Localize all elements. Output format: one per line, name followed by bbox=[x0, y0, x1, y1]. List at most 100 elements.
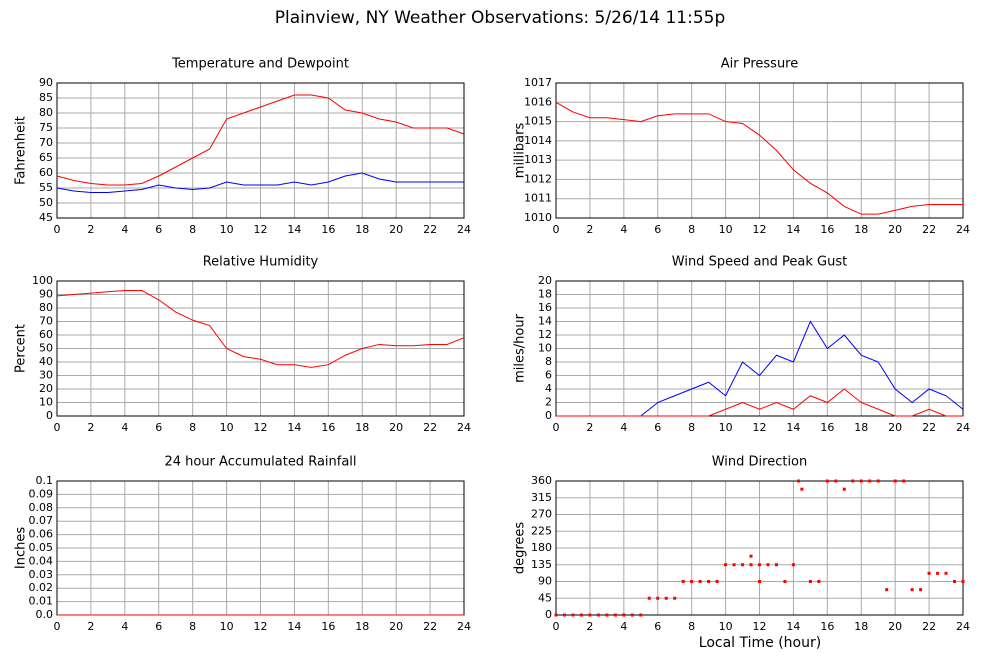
x-tick-label: 14 bbox=[287, 620, 301, 633]
y-tick-label: 360 bbox=[531, 474, 552, 487]
y-tick-label: 0.1 bbox=[36, 474, 54, 487]
plot-frame bbox=[56, 82, 465, 219]
point bbox=[749, 563, 753, 567]
x-tick-label: 8 bbox=[189, 620, 196, 633]
x-tick-label: 8 bbox=[688, 620, 695, 633]
x-tick-label: 12 bbox=[753, 421, 767, 434]
y-tick-label: 16 bbox=[538, 301, 552, 314]
chart-title: Temperature and Dewpoint bbox=[171, 57, 349, 72]
x-tick-label: 22 bbox=[423, 223, 437, 236]
point bbox=[707, 580, 711, 583]
x-tick-label: 2 bbox=[586, 620, 593, 633]
x-tick-label: 20 bbox=[888, 620, 902, 633]
point bbox=[774, 563, 778, 567]
point bbox=[851, 479, 855, 483]
x-tick-label: 10 bbox=[220, 620, 234, 633]
x-tick-label: 2 bbox=[586, 223, 593, 236]
point bbox=[834, 479, 838, 483]
y-tick-label: 0.02 bbox=[29, 581, 54, 594]
y-tick-label: 60 bbox=[39, 328, 53, 341]
y-tick-label: 1017 bbox=[524, 76, 552, 89]
x-tick-label: 24 bbox=[956, 223, 970, 236]
point bbox=[741, 563, 745, 567]
y-tick-label: 0.03 bbox=[29, 568, 54, 581]
point bbox=[902, 479, 906, 483]
y-tick-label: 4 bbox=[545, 382, 552, 395]
point bbox=[766, 563, 770, 567]
x-tick-label: 20 bbox=[888, 223, 902, 236]
x-tick-label: 18 bbox=[355, 421, 369, 434]
y-tick-label: 70 bbox=[39, 315, 53, 328]
plot-frame bbox=[555, 480, 964, 616]
x-tick-label: 16 bbox=[820, 421, 834, 434]
x-tick-label: 6 bbox=[654, 223, 661, 236]
x-tick-label: 20 bbox=[389, 223, 403, 236]
point bbox=[656, 596, 660, 600]
x-tick-label: 18 bbox=[854, 223, 868, 236]
x-tick-label: 4 bbox=[121, 421, 128, 434]
point bbox=[673, 596, 677, 600]
x-tick-label: 4 bbox=[121, 223, 128, 236]
x-tick-label: 24 bbox=[956, 620, 970, 633]
line bbox=[56, 289, 465, 368]
x-tick-label: 0 bbox=[553, 223, 560, 236]
line bbox=[56, 172, 464, 193]
point bbox=[664, 596, 668, 600]
x-tick-label: 10 bbox=[719, 223, 733, 236]
x-tick-label: 18 bbox=[355, 223, 369, 236]
y-tick-label: 45 bbox=[538, 591, 552, 604]
point bbox=[715, 580, 719, 583]
x-tick-label: 10 bbox=[220, 421, 234, 434]
point bbox=[783, 580, 787, 583]
x-tick-label: 16 bbox=[820, 223, 834, 236]
y-tick-label: 0.04 bbox=[29, 554, 54, 567]
x-tick-label: 14 bbox=[786, 421, 800, 434]
x-tick-label: 6 bbox=[654, 421, 661, 434]
y-tick-label: 100 bbox=[32, 274, 53, 287]
x-tick-label: 20 bbox=[389, 620, 403, 633]
x-tick-label: 4 bbox=[620, 620, 627, 633]
x-tick-label: 2 bbox=[87, 620, 94, 633]
x-tick-label: 20 bbox=[888, 421, 902, 434]
point bbox=[622, 613, 626, 617]
y-tick-label: 0.01 bbox=[29, 595, 54, 608]
y-tick-label: 50 bbox=[39, 196, 53, 209]
y-tick-label: 6 bbox=[545, 369, 552, 382]
line bbox=[555, 101, 963, 215]
y-axis-label: Inches bbox=[14, 527, 29, 569]
x-tick-label: 22 bbox=[922, 223, 936, 236]
y-tick-label: 0 bbox=[545, 409, 552, 422]
y-tick-label: 30 bbox=[39, 369, 53, 382]
y-tick-label: 40 bbox=[39, 355, 53, 368]
y-tick-label: 0.05 bbox=[29, 541, 54, 554]
point bbox=[588, 613, 592, 617]
line bbox=[556, 388, 963, 417]
x-tick-label: 2 bbox=[87, 223, 94, 236]
y-tick-label: 270 bbox=[531, 508, 552, 521]
y-axis-label: millibars bbox=[513, 123, 528, 179]
y-tick-label: 75 bbox=[39, 121, 53, 134]
y-tick-label: 0.06 bbox=[29, 528, 54, 541]
point bbox=[690, 580, 694, 583]
y-tick-label: 0.08 bbox=[29, 501, 54, 514]
x-tick-label: 24 bbox=[457, 620, 471, 633]
y-axis-label: Fahrenheit bbox=[14, 116, 29, 185]
x-tick-label: 4 bbox=[121, 620, 128, 633]
y-tick-label: 10 bbox=[538, 342, 552, 355]
y-tick-label: 0 bbox=[46, 409, 53, 422]
x-tick-label: 0 bbox=[553, 620, 560, 633]
point bbox=[859, 479, 863, 483]
point bbox=[919, 588, 923, 592]
y-tick-label: 135 bbox=[531, 558, 552, 571]
point bbox=[749, 554, 753, 558]
point bbox=[698, 580, 702, 583]
x-tick-label: 14 bbox=[287, 223, 301, 236]
x-tick-label: 24 bbox=[956, 421, 970, 434]
y-axis-label: degrees bbox=[513, 522, 528, 575]
x-tick-label: 0 bbox=[54, 620, 61, 633]
y-tick-label: 70 bbox=[39, 136, 53, 149]
x-tick-label: 2 bbox=[87, 421, 94, 434]
point bbox=[758, 580, 761, 583]
x-tick-label: 0 bbox=[553, 421, 560, 434]
